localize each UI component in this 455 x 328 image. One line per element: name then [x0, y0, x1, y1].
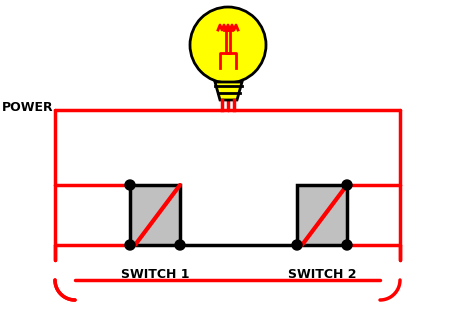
Polygon shape — [214, 82, 242, 100]
Text: POWER: POWER — [2, 101, 54, 114]
Circle shape — [341, 240, 351, 250]
Circle shape — [341, 180, 351, 190]
Bar — [130, 185, 180, 245]
Circle shape — [125, 180, 135, 190]
Text: SWITCH 1: SWITCH 1 — [121, 268, 189, 281]
Bar — [296, 185, 346, 245]
Text: SWITCH 2: SWITCH 2 — [287, 268, 355, 281]
Circle shape — [291, 240, 301, 250]
Circle shape — [175, 240, 185, 250]
Circle shape — [190, 7, 265, 83]
Circle shape — [125, 240, 135, 250]
